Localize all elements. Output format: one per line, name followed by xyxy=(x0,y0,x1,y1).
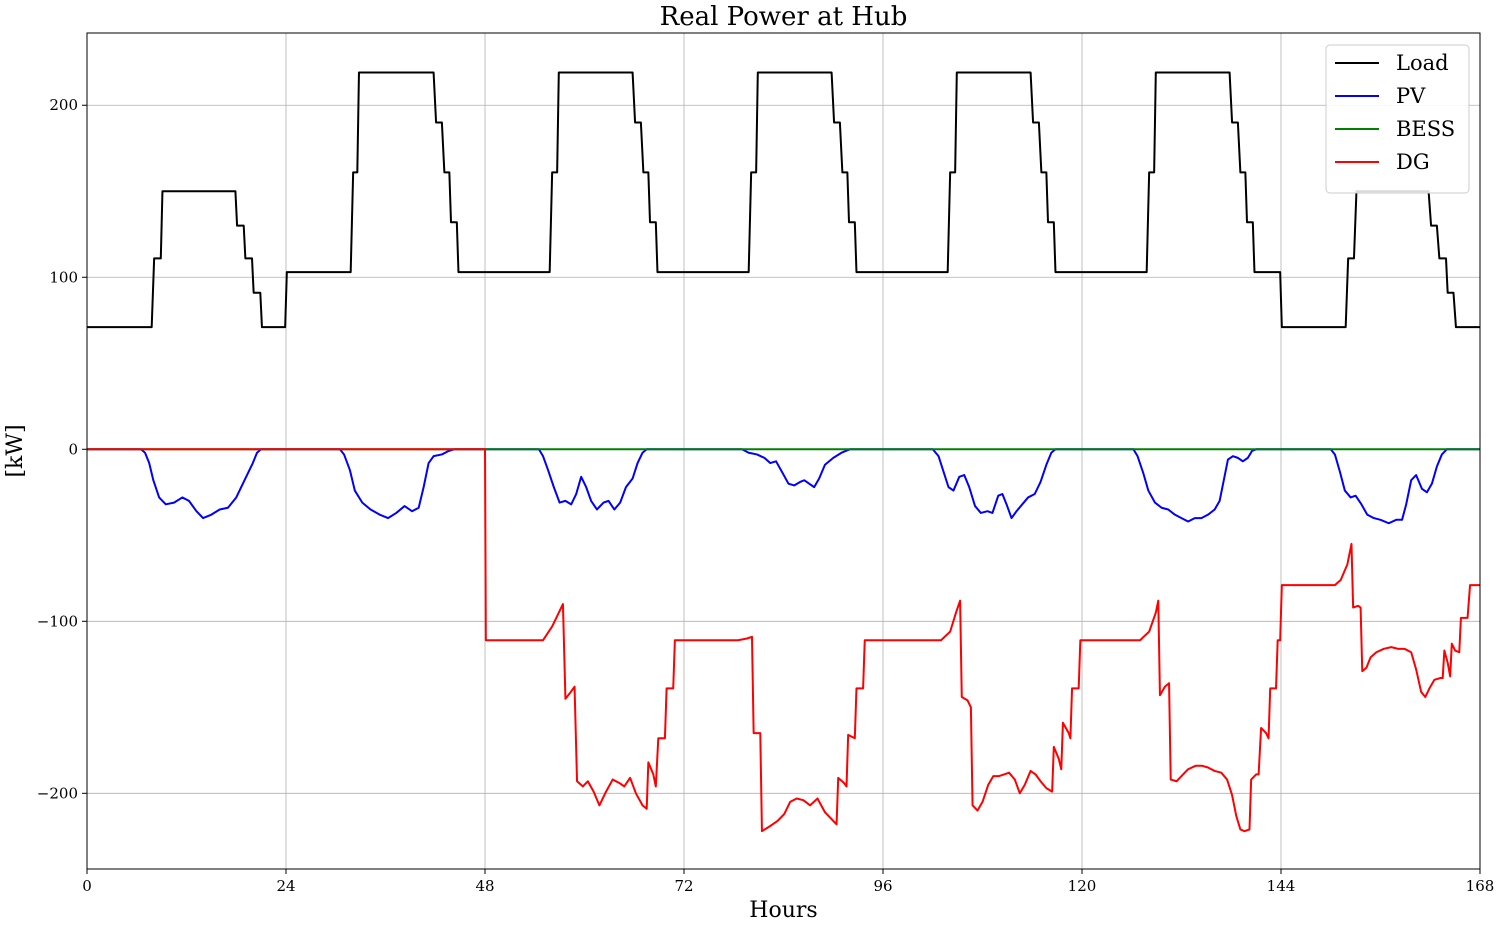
y-axis-label: [kW] xyxy=(3,424,28,477)
legend: Load PV BESS DG xyxy=(1325,44,1470,194)
y-tick-label: −100 xyxy=(37,612,78,630)
series-line-pv xyxy=(87,448,1480,525)
y-tick-label: −200 xyxy=(37,784,78,802)
legend-label-bess: BESS xyxy=(1396,117,1455,141)
x-tick-label: 144 xyxy=(1267,877,1296,895)
y-axis: −200 −100 0 100 200 xyxy=(37,96,87,802)
series-line-dg xyxy=(87,448,1480,833)
series-line-load xyxy=(87,71,1480,329)
legend-box xyxy=(1325,44,1470,194)
legend-label-dg: DG xyxy=(1396,150,1430,174)
y-tick-label: 200 xyxy=(49,96,78,114)
x-tick-label: 0 xyxy=(82,877,92,895)
x-tick-label: 120 xyxy=(1068,877,1097,895)
x-tick-label: 168 xyxy=(1466,877,1495,895)
x-tick-label: 96 xyxy=(873,877,892,895)
x-tick-label: 48 xyxy=(475,877,494,895)
x-tick-label: 72 xyxy=(674,877,693,895)
chart-title: Real Power at Hub xyxy=(660,2,908,32)
y-tick-label: 100 xyxy=(49,268,78,286)
x-axis-label: Hours xyxy=(749,898,817,923)
y-tick-label: 0 xyxy=(68,440,78,458)
x-tick-label: 24 xyxy=(276,877,295,895)
series-group xyxy=(87,71,1480,833)
legend-label-pv: PV xyxy=(1396,84,1426,108)
x-axis: 0 24 48 72 96 120 144 168 xyxy=(82,869,1494,895)
legend-label-load: Load xyxy=(1396,51,1449,75)
plot-frame xyxy=(86,32,1481,870)
grid xyxy=(86,33,1481,869)
